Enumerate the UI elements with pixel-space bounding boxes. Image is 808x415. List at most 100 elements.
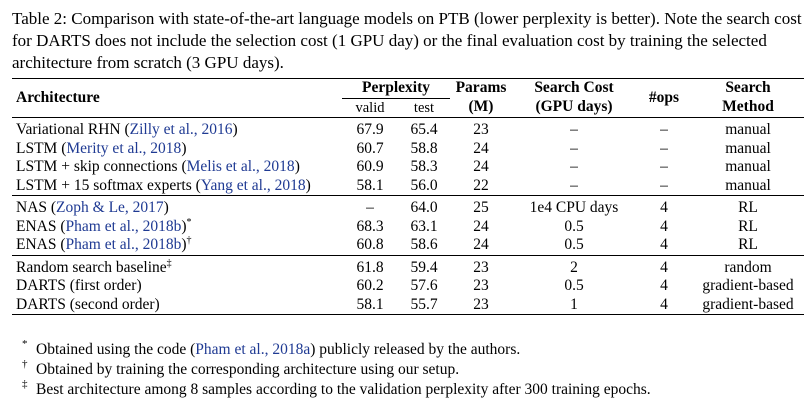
valid-cell: 67.9 xyxy=(356,121,384,138)
header-search-cost: Search Cost xyxy=(534,79,614,97)
header-params: Params xyxy=(455,79,507,97)
footnote-marker: ‡ xyxy=(166,257,172,269)
search-cost-cell: – xyxy=(570,176,578,194)
valid-cell: 60.2 xyxy=(356,277,384,294)
table-row: Variational RHN (Zilly et al., 2016) 67.9… xyxy=(12,121,804,140)
table-row: LSTM + skip connections (Melis et al., 2… xyxy=(12,158,804,177)
search-cost-cell: – xyxy=(570,121,578,138)
ops-cell: 4 xyxy=(660,217,668,235)
citation-link: Pham et al., 2018b xyxy=(65,217,182,235)
ops-cell: 4 xyxy=(660,236,668,253)
architecture-name: ENAS ( xyxy=(16,217,66,235)
params-cell: 24 xyxy=(473,139,489,157)
architecture-suffix: ) xyxy=(294,158,300,175)
params-cell: 24 xyxy=(473,217,489,235)
architecture-name: Variational RHN ( xyxy=(16,121,130,138)
architecture-name: DARTS (first order) xyxy=(16,277,142,294)
architecture-cell: ENAS (Pham et al., 2018b)* xyxy=(12,216,342,237)
footnote-marker: † xyxy=(186,235,192,246)
params-cell: 22 xyxy=(473,176,489,194)
header-row-2: valid test (M) (GPU days) Method xyxy=(12,98,804,118)
search-cost-cell: 1e4 CPU days xyxy=(529,199,619,216)
architecture-name: LSTM + skip connections ( xyxy=(16,158,187,175)
search-cost-cell: 0.5 xyxy=(564,277,584,294)
valid-cell: 58.1 xyxy=(356,295,384,313)
architecture-cell: LSTM (Merity et al., 2018) xyxy=(12,140,342,159)
table-bottom-rule xyxy=(12,314,804,319)
valid-cell: 68.3 xyxy=(356,217,384,235)
ops-cell: – xyxy=(660,176,668,194)
ops-cell: – xyxy=(660,158,668,175)
footnote-text: Obtained using the code ( xyxy=(36,341,196,358)
architecture-name: LSTM ( xyxy=(16,139,67,157)
architecture-name: DARTS (second order) xyxy=(16,295,160,313)
search-method-cell: manual xyxy=(725,176,771,194)
footnotes: * Obtained using the code (Pham et al., 2… xyxy=(22,338,651,400)
search-method-cell: manual xyxy=(725,121,771,138)
search-method-cell: random xyxy=(724,258,772,276)
header-test: test xyxy=(413,99,435,116)
architecture-name: Random search baseline xyxy=(16,258,167,276)
test-cell: 65.4 xyxy=(410,121,438,138)
table-caption: Table 2: Comparison with state-of-the-ar… xyxy=(12,9,802,72)
test-cell: 59.4 xyxy=(410,258,438,276)
architecture-name: ENAS ( xyxy=(16,236,66,253)
search-cost-cell: – xyxy=(570,158,578,175)
header-architecture: Architecture xyxy=(16,88,100,106)
architecture-cell: ENAS (Pham et al., 2018b)† xyxy=(12,236,342,255)
architecture-name: NAS ( xyxy=(16,199,57,216)
test-cell: 56.0 xyxy=(410,176,438,194)
footnote-symbol: ‡ xyxy=(22,378,28,390)
search-method-cell: RL xyxy=(738,236,758,253)
table-row: LSTM + 15 softmax experts (Yang et al., … xyxy=(12,177,804,196)
search-method-cell: manual xyxy=(725,158,771,175)
search-cost-cell: 0.5 xyxy=(564,217,584,235)
test-cell: 58.6 xyxy=(410,236,438,253)
params-cell: 23 xyxy=(473,295,489,313)
architecture-cell: DARTS (second order) xyxy=(12,296,342,315)
results-table: Architecture Perplexity Params Search Co… xyxy=(12,78,804,318)
table-row: ENAS (Pham et al., 2018b)† 60.8 58.6 24 0.5 4… xyxy=(12,236,804,255)
citation-link: Zoph & Le, 2017 xyxy=(56,199,164,216)
architecture-suffix: ) xyxy=(181,217,187,235)
test-cell: 57.6 xyxy=(410,277,438,294)
architecture-suffix: ) xyxy=(181,139,187,157)
valid-cell: 60.9 xyxy=(356,158,384,175)
params-cell: 24 xyxy=(473,236,489,253)
table-row: NAS (Zoph & Le, 2017) – 64.0 25 1e4 CPU days… xyxy=(12,199,804,218)
search-cost-cell: 2 xyxy=(570,258,578,276)
valid-cell: 58.1 xyxy=(356,176,384,194)
search-method-cell: RL xyxy=(738,217,758,235)
test-cell: 58.3 xyxy=(410,158,438,175)
search-method-cell: manual xyxy=(725,139,771,157)
footnote: ‡ Best architecture among 8 samples accor… xyxy=(22,378,651,400)
search-cost-cell: – xyxy=(570,139,578,157)
header-perplexity: Perplexity xyxy=(342,78,450,99)
header-ops: #ops xyxy=(648,88,680,106)
header-search-cost-unit: (GPU days) xyxy=(535,98,613,116)
table-row: Random search baseline‡ 61.8 59.4 23 2 4 rando… xyxy=(12,257,804,278)
architecture-cell: LSTM + 15 softmax experts (Yang et al., … xyxy=(12,177,342,196)
header-search-method: Search xyxy=(725,79,771,97)
footnote-symbol: * xyxy=(22,338,28,350)
table-row: ENAS (Pham et al., 2018b)* 68.3 63.1 24 0.5 4… xyxy=(12,216,804,237)
search-method-cell: RL xyxy=(738,199,758,216)
citation-link: Merity et al., 2018 xyxy=(66,139,182,157)
ops-cell: – xyxy=(660,139,668,157)
architecture-cell: NAS (Zoph & Le, 2017) xyxy=(12,199,342,218)
search-cost-cell: 0.5 xyxy=(564,236,584,253)
params-cell: 23 xyxy=(473,121,489,138)
ops-cell: 4 xyxy=(660,258,668,276)
architecture-suffix: ) xyxy=(305,176,311,194)
valid-cell: 60.8 xyxy=(356,236,384,253)
architecture-name: LSTM + 15 softmax experts ( xyxy=(16,176,201,194)
ops-cell: – xyxy=(660,121,668,138)
params-cell: 23 xyxy=(473,258,489,276)
architecture-cell: LSTM + skip connections (Melis et al., 2… xyxy=(12,158,342,177)
table-row: LSTM (Merity et al., 2018) 60.7 58.8 24 – – ma… xyxy=(12,140,804,159)
valid-cell: – xyxy=(366,199,374,216)
footnote-marker: * xyxy=(186,216,192,228)
ops-cell: 4 xyxy=(660,277,668,294)
architecture-suffix: ) xyxy=(163,199,169,216)
architecture-cell: DARTS (first order) xyxy=(12,277,342,296)
